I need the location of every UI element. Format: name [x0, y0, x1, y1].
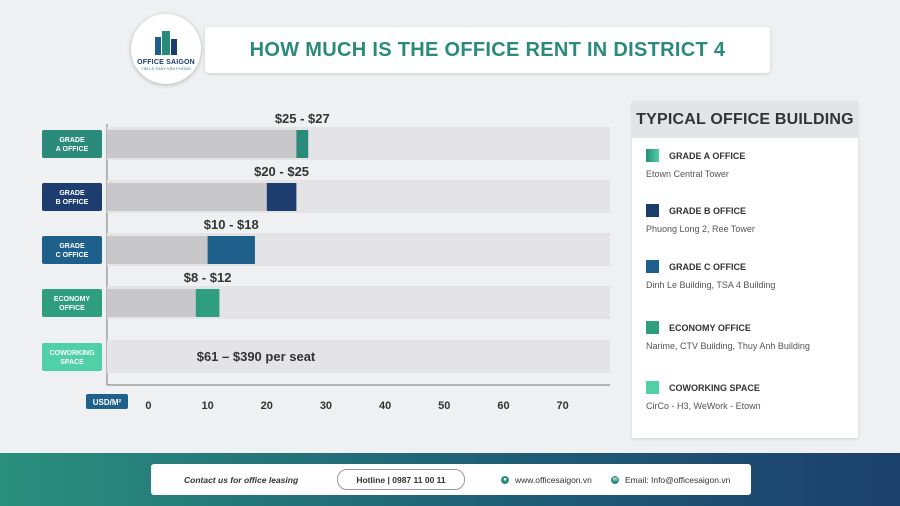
category-label: GRADE — [59, 190, 85, 197]
category-label: GRADE — [59, 243, 85, 250]
rent-chart: GRADE A OFFICE $25 - $27 GRADE B OFFICE $20 -… — [42, 111, 610, 412]
legend-desc: Etown Central Tower — [646, 169, 729, 179]
footer-box: Contact us for office leasing Hotline | … — [151, 464, 751, 495]
logo: OFFICE SAIGON TÌM LÀ THẤY VĂN PHÒNG — [131, 14, 201, 84]
page-title: HOW MUCH IS THE OFFICE RENT IN DISTRICT … — [249, 38, 726, 61]
legend-label: ECONOMY OFFICE — [669, 322, 751, 333]
category-label: C OFFICE — [56, 252, 89, 259]
category-label-box — [42, 236, 102, 264]
category-label-box — [42, 343, 102, 371]
bar-value-label: $61 – $390 per seat — [197, 349, 316, 364]
x-tick-label: 60 — [497, 400, 509, 412]
legend-desc: Narime, CTV Building, Thuy Anh Building — [646, 341, 810, 351]
x-tick-label: 70 — [557, 400, 569, 412]
legend-desc: Phuong Long 2, Ree Tower — [646, 224, 755, 234]
legend-item-economy: ECONOMY OFFICE Narime, CTV Building, Thu… — [646, 321, 810, 351]
email-link[interactable]: ✉ Email: Info@officesaigon.vn — [611, 475, 730, 485]
bar-track — [107, 340, 610, 373]
bar-base — [107, 289, 196, 317]
swatch-grade-b — [646, 204, 659, 217]
swatch-coworking — [646, 381, 659, 394]
legend-title: TYPICAL OFFICE BUILDING — [632, 101, 858, 138]
legend-item-grade-a: GRADE A OFFICE Etown Central Tower — [646, 149, 745, 179]
hotline-text: Hotline | 0987 11 00 11 — [356, 474, 446, 485]
category-label-box — [42, 289, 102, 317]
bar-value-label: $10 - $18 — [204, 217, 259, 232]
logo-text: OFFICE SAIGON — [137, 59, 195, 66]
x-tick-label: 10 — [201, 400, 213, 412]
mail-icon: ✉ — [611, 475, 619, 484]
email-text: Email: Info@officesaigon.vn — [625, 474, 731, 485]
bar-range — [207, 236, 255, 264]
legend-label: GRADE A OFFICE — [669, 150, 746, 161]
bar-base — [107, 183, 267, 211]
legend-label: GRADE B OFFICE — [669, 205, 747, 216]
legend-item-coworking: COWORKING SPACE CirCo - H3, WeWork - Eto… — [646, 381, 761, 411]
legend-label: GRADE C OFFICE — [669, 261, 747, 272]
x-tick-label: 30 — [320, 400, 332, 412]
hotline-button[interactable]: Hotline | 0987 11 00 11 — [337, 469, 465, 490]
legend-item-grade-c: GRADE C OFFICE Dinh Le Building, TSA 4 B… — [646, 260, 775, 290]
category-label: ECONOMY — [54, 296, 91, 303]
title-box: HOW MUCH IS THE OFFICE RENT IN DISTRICT … — [205, 27, 770, 73]
legend-item-grade-b: GRADE B OFFICE Phuong Long 2, Ree Tower — [646, 204, 755, 234]
x-tick-label: 0 — [145, 400, 151, 412]
bar-value-label: $8 - $12 — [184, 270, 232, 285]
bar-base — [107, 130, 297, 158]
logo-subtext: TÌM LÀ THẤY VĂN PHÒNG — [141, 66, 191, 71]
category-label: COWORKING — [49, 350, 95, 357]
building-logo-icon — [155, 31, 177, 55]
category-label: A OFFICE — [56, 146, 89, 153]
contact-text: Contact us for office leasing — [184, 474, 299, 485]
legend-label: COWORKING SPACE — [669, 382, 760, 393]
category-label-box — [42, 130, 102, 158]
x-tick-label: 50 — [438, 400, 450, 412]
website-text: www.officesaigon.vn — [515, 474, 592, 485]
unit-badge — [86, 394, 128, 409]
bar-base — [107, 236, 208, 264]
category-label: SPACE — [60, 359, 84, 366]
category-label: B OFFICE — [56, 199, 89, 206]
bar-value-label: $25 - $27 — [275, 111, 330, 126]
x-tick-label: 40 — [379, 400, 391, 412]
footer: Contact us for office leasing Hotline | … — [0, 453, 900, 506]
bar-value-label: $20 - $25 — [254, 164, 309, 179]
swatch-grade-c — [646, 260, 659, 273]
swatch-economy — [646, 321, 659, 334]
legend-desc: CirCo - H3, WeWork - Etown — [646, 401, 761, 411]
category-label: GRADE — [59, 137, 85, 144]
website-link[interactable]: ● www.officesaigon.vn — [501, 475, 592, 485]
category-label-box — [42, 183, 102, 211]
legend-desc: Dinh Le Building, TSA 4 Building — [646, 280, 776, 290]
x-unit-label: USD/M² — [93, 398, 122, 407]
swatch-grade-a — [646, 149, 659, 162]
bar-range — [296, 130, 309, 158]
x-tick-label: 20 — [261, 400, 273, 412]
category-label: OFFICE — [59, 305, 85, 312]
globe-icon: ● — [501, 475, 509, 484]
bar-range — [195, 289, 220, 317]
legend-panel: TYPICAL OFFICE BUILDING GRADE A OFFICE E… — [632, 101, 858, 438]
bar-range — [266, 183, 297, 211]
